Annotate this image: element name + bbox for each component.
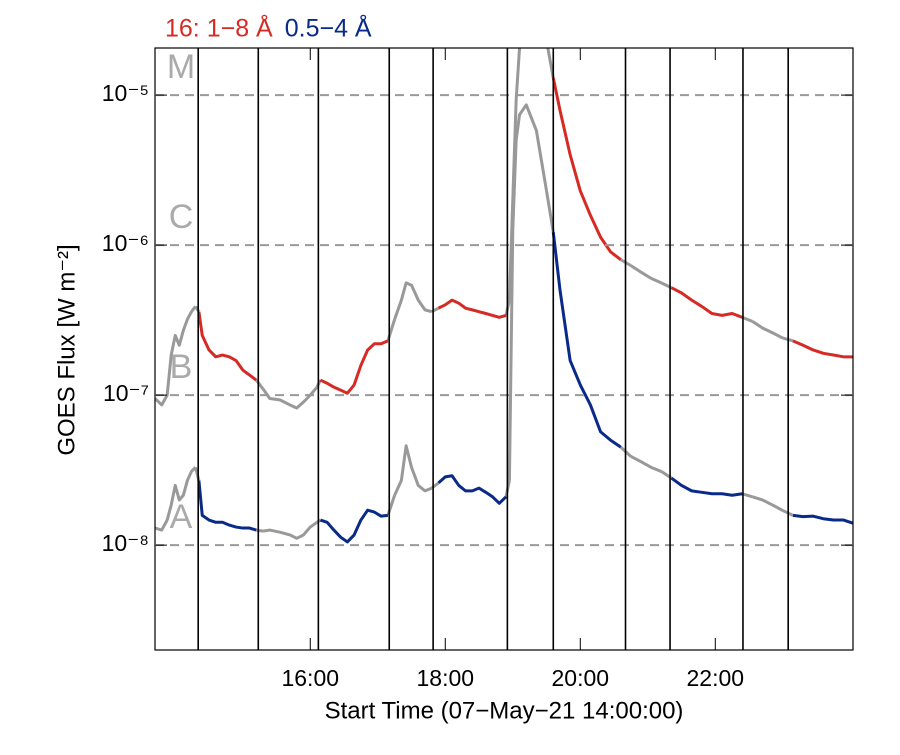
y-tick-label: 10⁻⁷: [103, 380, 149, 406]
series-line-active: [197, 480, 257, 532]
plot-lines: [155, 48, 853, 544]
series-line-active: [551, 77, 622, 261]
series-line-inactive: [751, 320, 784, 340]
x-tick-label: 22:00: [687, 665, 745, 691]
series-line-inactive: [393, 281, 433, 320]
series-line-active: [551, 231, 622, 449]
class-label: C: [169, 198, 194, 236]
legend-entry: 0.5−4 Å: [285, 13, 372, 43]
series-line-inactive: [630, 455, 662, 473]
series-line-active: [792, 339, 853, 359]
series-line-active: [197, 311, 258, 382]
segment-connector: [546, 48, 555, 79]
series-line-inactive: [393, 444, 433, 496]
y-tick-label: 10⁻⁶: [102, 230, 149, 256]
series-line-active: [437, 298, 507, 319]
x-tick-label: 18:00: [416, 665, 474, 691]
segment-connector: [545, 190, 555, 233]
y-tick-label: 10⁻⁵: [102, 80, 149, 106]
series-line-inactive: [630, 264, 662, 285]
series-line-inactive: [155, 305, 197, 407]
series-line-inactive: [751, 495, 784, 512]
series-line-active: [670, 286, 743, 319]
legend-entry: 16: 1−8 Å: [165, 13, 273, 43]
series-line-active: [670, 476, 743, 497]
x-axis-title: Start Time (07−May−21 14:00:00): [325, 697, 684, 724]
class-label: M: [167, 48, 195, 86]
series-line-active: [792, 513, 853, 525]
x-tick-label: 20:00: [551, 665, 609, 691]
segment-connector: [256, 528, 264, 533]
segment-connector: [741, 315, 753, 323]
series-line-active: [319, 339, 389, 395]
series-line-inactive: [261, 386, 319, 410]
series-line-inactive: [155, 466, 197, 532]
x-tick-label: 16:00: [281, 665, 339, 691]
plot-frame: [154, 47, 854, 651]
series-line-inactive: [507, 103, 549, 481]
series-line-active: [437, 474, 508, 505]
y-axis-title: GOES Flux [W m⁻²]: [53, 244, 80, 455]
series-line-active: [319, 508, 389, 544]
class-label: A: [170, 498, 193, 536]
segment-connector: [741, 492, 753, 499]
y-tick-label: 10⁻⁸: [102, 530, 149, 556]
segment-connector: [255, 379, 265, 390]
class-label: B: [170, 348, 193, 386]
series-line-inactive: [262, 521, 318, 540]
